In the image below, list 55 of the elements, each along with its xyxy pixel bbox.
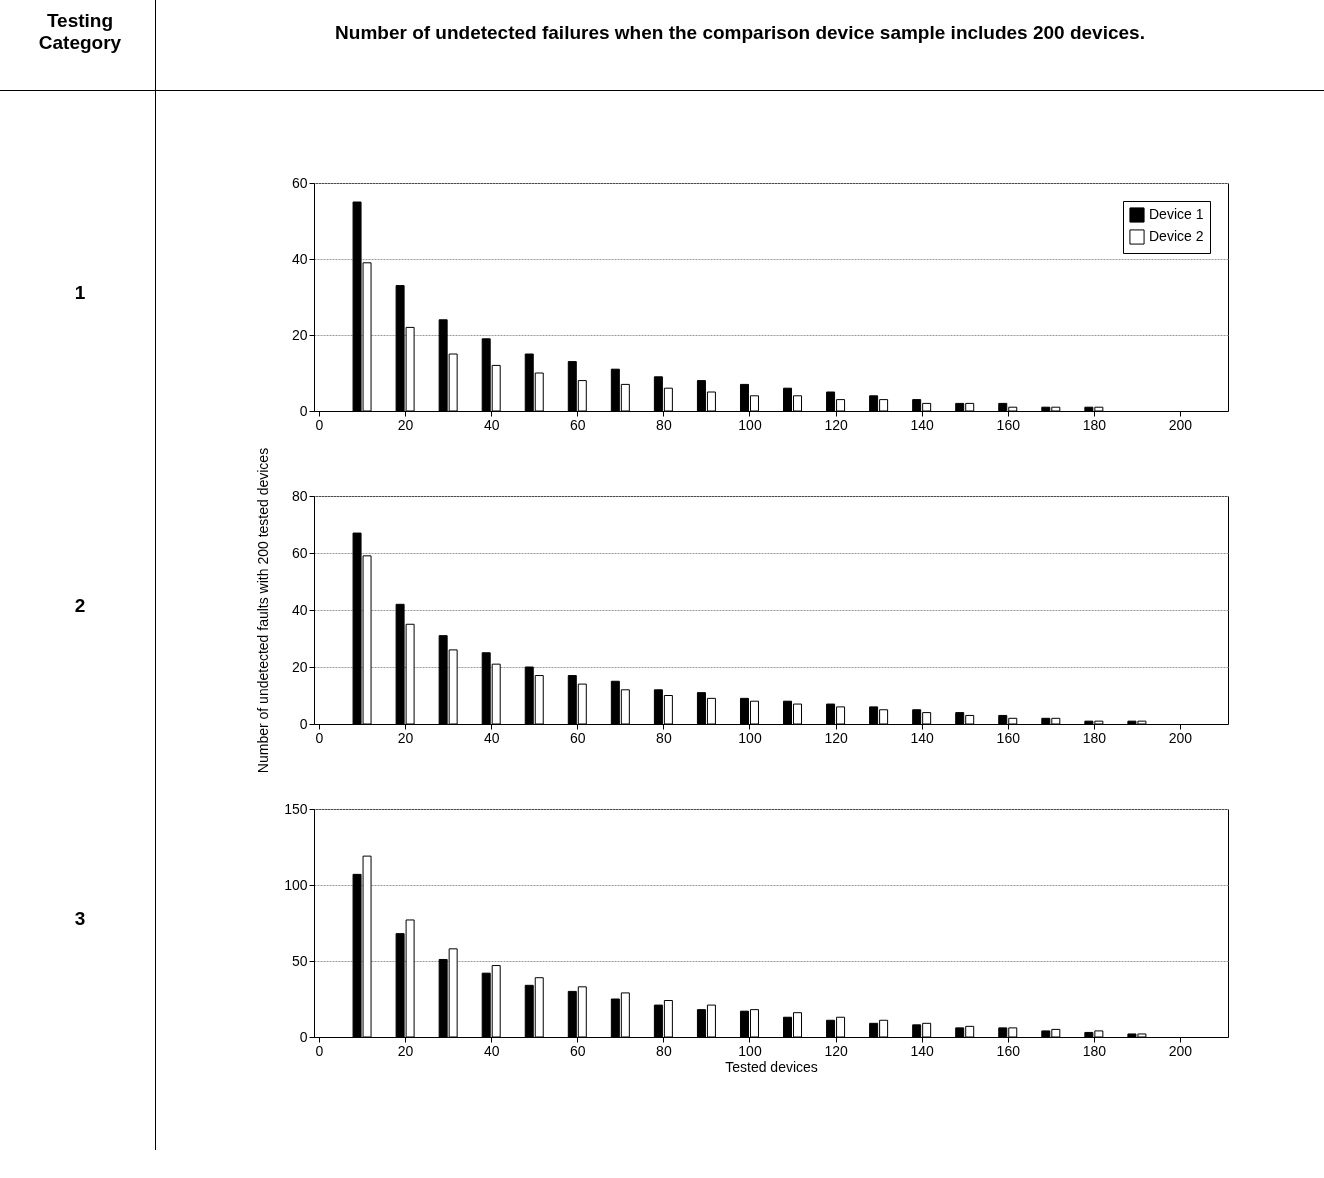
x-tick-label: 100 [738,729,762,746]
x-tick-label: 200 [1168,729,1193,746]
y-tick-label: 100 [284,876,308,893]
x-tick-label: 60 [570,729,586,746]
x-tick-label: 200 [1168,1042,1193,1059]
y-tick-label: 80 [291,487,308,504]
x-tick-label: 60 [570,1042,586,1059]
y-tick-label: 150 [284,800,308,817]
x-tick-label: 140 [910,416,935,433]
text: Testing Category [37,10,123,54]
x-tick-label: 40 [483,1042,500,1059]
x-tick-label: 180 [1082,1042,1107,1059]
x-tick-label: 140 [910,1042,935,1059]
y-tick-label: 20 [291,326,308,343]
y-tick-label: 60 [291,544,308,561]
y-tick-label: 0 [299,402,308,419]
x-tick-label: 180 [1082,729,1107,746]
text: 3 [73,908,87,930]
x-tick-label: 160 [996,729,1021,746]
y-tick-label: 0 [299,1028,308,1045]
y-tick-label: 60 [291,174,308,191]
x-tick-label: 180 [1082,416,1107,433]
x-tick-label: 0 [315,729,324,746]
x-tick-label: 80 [656,416,672,433]
x-tick-label: 120 [824,1042,848,1059]
x-tick-label: 120 [824,729,848,746]
y-tick-label: 40 [291,250,308,267]
x-tick-label: 120 [824,416,848,433]
y-tick-label: 20 [291,658,308,675]
x-tick-label: 0 [315,1042,324,1059]
x-axis-title: Tested devices [725,1058,818,1075]
y-tick-label: 50 [291,952,308,969]
x-tick-label: 60 [570,416,586,433]
x-tick-label: 80 [656,729,672,746]
x-tick-label: 160 [996,1042,1021,1059]
y-tick-label: 40 [291,601,308,618]
x-tick-label: 40 [483,729,500,746]
legend-label: Device 1 [1149,206,1204,222]
text: 1 [73,282,87,304]
x-tick-label: 80 [656,1042,672,1059]
text: 2 [73,595,87,617]
y-axis-title: Number of undetected faults with 200 tested devices [254,447,271,774]
legend-label: Device 2 [1149,228,1204,244]
x-tick-label: 140 [910,729,935,746]
chart-title: Number of undetected failures when the comparison device sample includes 200 devices. [334,22,1146,44]
x-tick-label: 40 [483,416,500,433]
x-tick-label: 20 [397,1042,414,1059]
y-tick-label: 0 [299,715,308,732]
x-tick-label: 0 [315,416,324,433]
x-tick-label: 160 [996,416,1021,433]
x-tick-label: 20 [397,729,414,746]
x-tick-label: 100 [738,1042,762,1059]
x-tick-label: 100 [738,416,762,433]
x-tick-label: 200 [1168,416,1193,433]
x-tick-label: 20 [397,416,414,433]
